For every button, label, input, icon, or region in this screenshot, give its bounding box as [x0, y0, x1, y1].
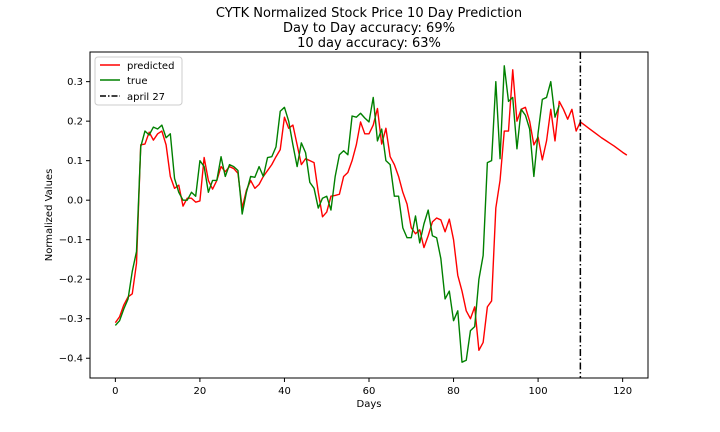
y-tick-label-2: −0.2 [59, 275, 83, 286]
chart-title: CYTK Normalized Stock Price 10 Day Predi… [216, 6, 522, 21]
x-tick-label-60: 60 [363, 386, 376, 397]
x-tick-label-80: 80 [447, 386, 460, 397]
legend-label-true: true [127, 76, 148, 87]
y-axis-label: Normalized Values [44, 169, 55, 262]
x-tick-label-20: 20 [194, 386, 207, 397]
x-tick-label-120: 120 [613, 386, 632, 397]
x-tick-label-0: 0 [112, 386, 118, 397]
y-tick-label-6: 0.2 [67, 117, 83, 128]
y-tick-label-3: −0.1 [59, 235, 83, 246]
y-tick-label-0: −0.4 [59, 354, 83, 365]
series-line-true [114, 65, 560, 363]
y-tick-label-1: −0.3 [59, 314, 83, 325]
axes: 0 20 40 60 80 100 120 −0.4 −0.3 −0.2 −0.1 0.0 0.1 0.2… [59, 51, 649, 397]
legend-label-april-27: april 27 [127, 92, 165, 103]
y-tick-label-5: 0.1 [67, 156, 83, 167]
legend-box [94, 56, 183, 106]
x-axis-label: Days [357, 399, 382, 410]
y-tick-label-7: 0.3 [67, 77, 83, 88]
legend-label-predicted: predicted [127, 61, 174, 72]
x-tick-label-40: 40 [278, 386, 291, 397]
legend: predicted true april 27 [94, 56, 183, 106]
chart-subtitle-10day-accuracy: 10 day accuracy: 63% [297, 36, 441, 51]
series-line-predicted [114, 69, 628, 352]
chart-subtitle-day-accuracy: Day to Day accuracy: 69% [283, 21, 455, 36]
plot-area [114, 52, 628, 378]
x-tick-label-100: 100 [529, 386, 548, 397]
y-tick-label-4: 0.0 [67, 196, 83, 207]
